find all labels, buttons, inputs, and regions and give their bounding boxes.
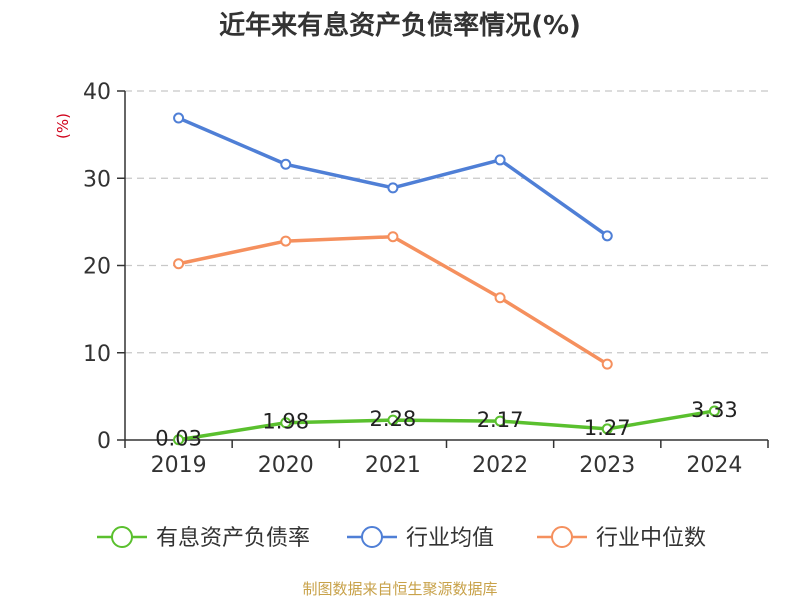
series-lines (177, 116, 715, 442)
y-tick-label-0: 0 (97, 429, 111, 454)
y-tick-label-30: 30 (83, 167, 111, 192)
legend-marker-1 (361, 526, 383, 548)
data-point-2-2020 (280, 235, 292, 247)
data-point-0-2024 (708, 405, 720, 417)
series-points (173, 112, 720, 446)
legend-label-1: 行业均值 (406, 526, 494, 551)
y-axis-unit: (%) (54, 113, 72, 139)
axes: 0 10 20 30 40 2019 2020 2021 2022 2023 2024 (83, 80, 769, 478)
legend: 有息资产负债率 行业均值 行业中位数 (97, 526, 706, 551)
data-labels: 0.03 1.98 2.28 2.17 1.27 3.33 (155, 398, 738, 451)
y-tick-label-10: 10 (83, 342, 111, 367)
series-line-0 (178, 409, 715, 442)
legend-label-0: 有息资产负债率 (156, 526, 310, 551)
data-point-1-2021 (387, 182, 399, 194)
legend-marker-2 (551, 526, 573, 548)
data-point-1-2020 (280, 158, 292, 170)
grid-lines (125, 90, 768, 354)
legend-marker-0 (111, 526, 133, 548)
data-point-1-2019 (173, 112, 185, 124)
x-tick-label-2023: 2023 (579, 453, 635, 478)
x-tick-label-2022: 2022 (472, 453, 528, 478)
series-line-1 (177, 116, 609, 238)
data-point-0-2020 (280, 417, 292, 429)
data-point-0-2019 (173, 434, 185, 446)
chart-title: 近年来有息资产负债率情况(%) (219, 10, 581, 41)
data-point-1-2023 (601, 230, 613, 242)
data-label-2024: 3.33 (691, 398, 738, 422)
y-tick-label-20: 20 (83, 255, 111, 280)
data-label-2021: 2.28 (370, 407, 417, 431)
data-label-2023: 1.27 (584, 416, 631, 440)
data-point-0-2023 (601, 423, 613, 435)
data-point-2-2019 (173, 258, 185, 270)
x-tick-label-2020: 2020 (258, 453, 314, 478)
data-point-2-2021 (387, 231, 399, 243)
x-tick-label-2019: 2019 (151, 453, 207, 478)
source-note: 制图数据来自恒生聚源数据库 (302, 580, 497, 598)
y-tick-label-40: 40 (83, 80, 111, 105)
data-point-2-2022 (494, 292, 506, 304)
data-label-2019: 0.03 (155, 427, 202, 451)
data-point-0-2021 (387, 414, 399, 426)
data-label-2022: 2.17 (477, 408, 524, 432)
data-point-2-2023 (601, 358, 613, 370)
x-tick-label-2021: 2021 (365, 453, 421, 478)
data-point-1-2022 (494, 154, 506, 166)
series-line-2 (178, 234, 609, 366)
x-tick-label-2024: 2024 (686, 453, 742, 478)
data-label-2020: 1.98 (262, 410, 309, 434)
data-point-0-2022 (494, 415, 506, 427)
legend-label-2: 行业中位数 (596, 526, 706, 551)
